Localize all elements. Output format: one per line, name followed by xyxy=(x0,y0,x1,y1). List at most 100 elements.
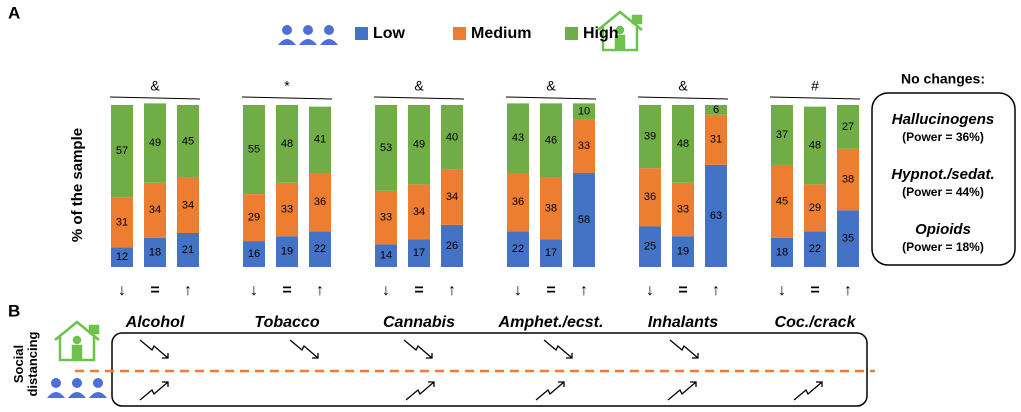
side-item-power: (Power = 36%) xyxy=(902,130,984,144)
legend-swatch xyxy=(453,27,466,40)
bar-segment xyxy=(276,236,298,267)
bar-segment xyxy=(540,177,562,240)
bar-segment xyxy=(408,239,430,267)
value-label: 34 xyxy=(446,191,458,203)
value-label: 19 xyxy=(281,246,293,258)
value-label: 27 xyxy=(842,121,854,133)
x-tick-label: = xyxy=(282,282,291,299)
bar-segment xyxy=(309,106,331,174)
bar-segment xyxy=(540,103,562,178)
x-tick-label: = xyxy=(414,282,423,299)
value-label: 33 xyxy=(380,211,392,223)
bar-segment xyxy=(573,103,595,120)
bar-segment xyxy=(705,105,727,115)
x-tick-label: ↓ xyxy=(778,282,786,299)
bar-segment xyxy=(177,105,199,178)
x-tick-label: = xyxy=(150,282,159,299)
people-icon xyxy=(278,25,338,45)
bar-segment xyxy=(408,184,430,240)
value-label: 49 xyxy=(413,139,425,151)
group-label: Inhalants xyxy=(648,314,718,331)
value-label: 53 xyxy=(380,142,392,154)
value-label: 37 xyxy=(776,129,788,141)
bar-segment xyxy=(672,236,694,267)
legend-swatch xyxy=(565,27,578,40)
bar-segment xyxy=(771,105,793,165)
significance-mark: # xyxy=(811,78,819,94)
x-tick-label: ↓ xyxy=(250,282,258,299)
value-label: 33 xyxy=(677,203,689,215)
bar-segment xyxy=(111,247,133,267)
value-label: 14 xyxy=(380,250,392,262)
side-item-name: Hallucinogens xyxy=(892,111,995,128)
value-label: 22 xyxy=(809,243,821,255)
y-axis-label: % of the sample xyxy=(69,128,86,242)
bar-segment xyxy=(573,173,595,267)
significance-line xyxy=(373,96,465,100)
value-label: 49 xyxy=(149,137,161,149)
people-icon xyxy=(47,378,107,398)
bar-segment xyxy=(177,232,199,267)
value-label: 45 xyxy=(182,135,194,147)
panel-label: A xyxy=(8,3,20,22)
value-label: 26 xyxy=(446,240,458,252)
bar-segment xyxy=(573,119,595,174)
x-tick-label: = xyxy=(810,282,819,299)
group-label: Amphet./ecst. xyxy=(498,314,604,331)
value-label: 48 xyxy=(281,138,293,150)
side-item-power: (Power = 18%) xyxy=(902,240,984,254)
social-distancing-label: Social distancing xyxy=(11,331,40,397)
x-tick-label: ↑ xyxy=(844,282,852,299)
x-tick-label: ↑ xyxy=(448,282,456,299)
significance-mark: & xyxy=(414,78,424,94)
value-label: 31 xyxy=(116,216,128,228)
x-tick-label: ↓ xyxy=(382,282,390,299)
value-label: 39 xyxy=(644,130,656,142)
significance-mark: & xyxy=(150,78,160,94)
x-tick-label: ↓ xyxy=(646,282,654,299)
bar-segment xyxy=(507,231,529,267)
legend-swatch xyxy=(355,27,368,40)
side-item-name: Opioids xyxy=(915,221,971,238)
bar-segment xyxy=(507,103,529,174)
value-label: 58 xyxy=(578,214,590,226)
bar-segment xyxy=(672,105,694,183)
x-tick-label: ↓ xyxy=(514,282,522,299)
significance-line xyxy=(241,96,333,100)
bar-segment xyxy=(276,105,298,183)
value-label: 34 xyxy=(413,206,425,218)
value-label: 48 xyxy=(677,138,689,150)
legend-label: High xyxy=(583,25,619,42)
house-icon xyxy=(54,320,100,362)
value-label: 36 xyxy=(314,196,326,208)
trend-arrows xyxy=(139,339,823,401)
value-label: 19 xyxy=(677,246,689,258)
panel-label: B xyxy=(8,301,20,320)
value-label: 16 xyxy=(248,248,260,260)
value-label: 34 xyxy=(149,204,161,216)
value-label: 10 xyxy=(578,105,590,117)
side-title: No changes: xyxy=(901,71,985,87)
value-label: 17 xyxy=(413,247,425,259)
bar-segment xyxy=(144,237,166,267)
significance-line xyxy=(109,96,201,100)
bar-segment xyxy=(144,103,166,183)
value-label: 12 xyxy=(116,251,128,263)
value-label: 43 xyxy=(512,132,524,144)
x-tick-label: ↑ xyxy=(184,282,192,299)
bar-segment xyxy=(441,169,463,225)
bar-segment xyxy=(705,114,727,165)
value-label: 18 xyxy=(776,246,788,258)
bar-segment xyxy=(375,105,397,191)
bar-segment xyxy=(441,105,463,170)
group-label: Tobacco xyxy=(254,314,319,331)
value-label: 55 xyxy=(248,143,260,155)
x-tick-label: ↑ xyxy=(580,282,588,299)
x-tick-label: ↓ xyxy=(118,282,126,299)
bar-segment xyxy=(375,190,397,245)
bar-segment xyxy=(144,182,166,238)
significance-mark: & xyxy=(546,78,556,94)
value-label: 22 xyxy=(512,243,524,255)
significance-line xyxy=(505,96,597,100)
bar-segment xyxy=(441,224,463,267)
